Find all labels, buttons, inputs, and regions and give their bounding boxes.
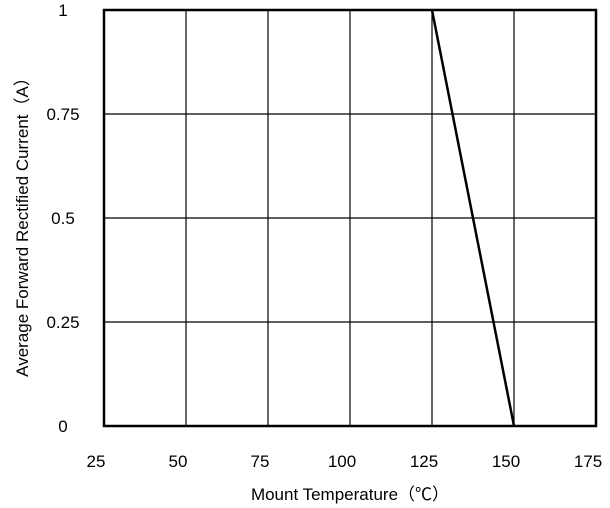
x-tick-label: 50	[169, 452, 188, 471]
series-line-0	[430, 9, 516, 427]
y-tick-label: 0	[58, 417, 67, 436]
x-tick-label: 100	[328, 452, 356, 471]
x-tick-label: 25	[87, 452, 106, 471]
x-tick-label: 75	[251, 452, 270, 471]
plot-frame	[102, 8, 598, 428]
y-tick-label: 0.5	[51, 209, 75, 228]
series-group	[430, 9, 516, 427]
y-tick-label: 1	[58, 1, 67, 20]
x-tick-label: 150	[492, 452, 520, 471]
grid-lines	[104, 10, 596, 426]
y-tick-label: 0.25	[46, 313, 79, 332]
x-tick-label: 125	[410, 452, 438, 471]
x-tick-label: 175	[574, 452, 602, 471]
y-axis-label: Average Forward Rectified Current（A）	[13, 69, 32, 377]
x-axis-label: Mount Temperature（℃）	[251, 485, 449, 504]
y-tick-label: 0.75	[46, 105, 79, 124]
x-tick-labels: 25 50 75 100 125 150 175	[87, 452, 603, 471]
y-tick-labels: 0 0.25 0.5 0.75 1	[46, 1, 79, 436]
